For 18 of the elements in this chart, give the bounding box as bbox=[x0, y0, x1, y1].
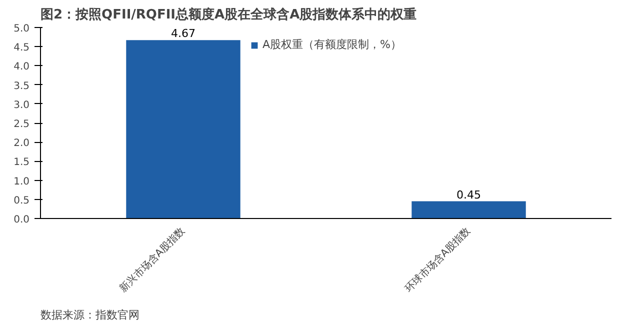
data-label: 4.67 bbox=[171, 27, 196, 40]
source-note: 数据来源：指数官网 bbox=[40, 308, 140, 322]
y-tick-label: 0.5 bbox=[14, 195, 30, 206]
y-tick-label: 3.0 bbox=[14, 100, 30, 111]
y-tick-label: 3.5 bbox=[14, 80, 30, 92]
y-tick-label: 5.0 bbox=[14, 24, 30, 34]
y-tick-label: 4.5 bbox=[14, 42, 30, 54]
y-tick-label: 2.0 bbox=[14, 138, 30, 150]
legend-label: A股权重（有额度限制，%） bbox=[262, 37, 402, 52]
data-label: 0.45 bbox=[456, 188, 482, 202]
chart-title: 图2：按照QFII/RQFII总额度A股在全球含A股指数体系中的权重 bbox=[40, 6, 417, 22]
y-tick-label: 0.0 bbox=[14, 214, 30, 226]
y-tick-label: 4.0 bbox=[14, 62, 30, 73]
y-tick-label: 2.5 bbox=[14, 119, 30, 130]
x-tick-label: 环球市场含A股指数 bbox=[402, 224, 473, 295]
y-tick-label: 1.0 bbox=[14, 176, 30, 188]
y-tick-label: 1.5 bbox=[14, 157, 30, 168]
x-tick-label: 新兴市场含A股指数 bbox=[117, 224, 188, 295]
